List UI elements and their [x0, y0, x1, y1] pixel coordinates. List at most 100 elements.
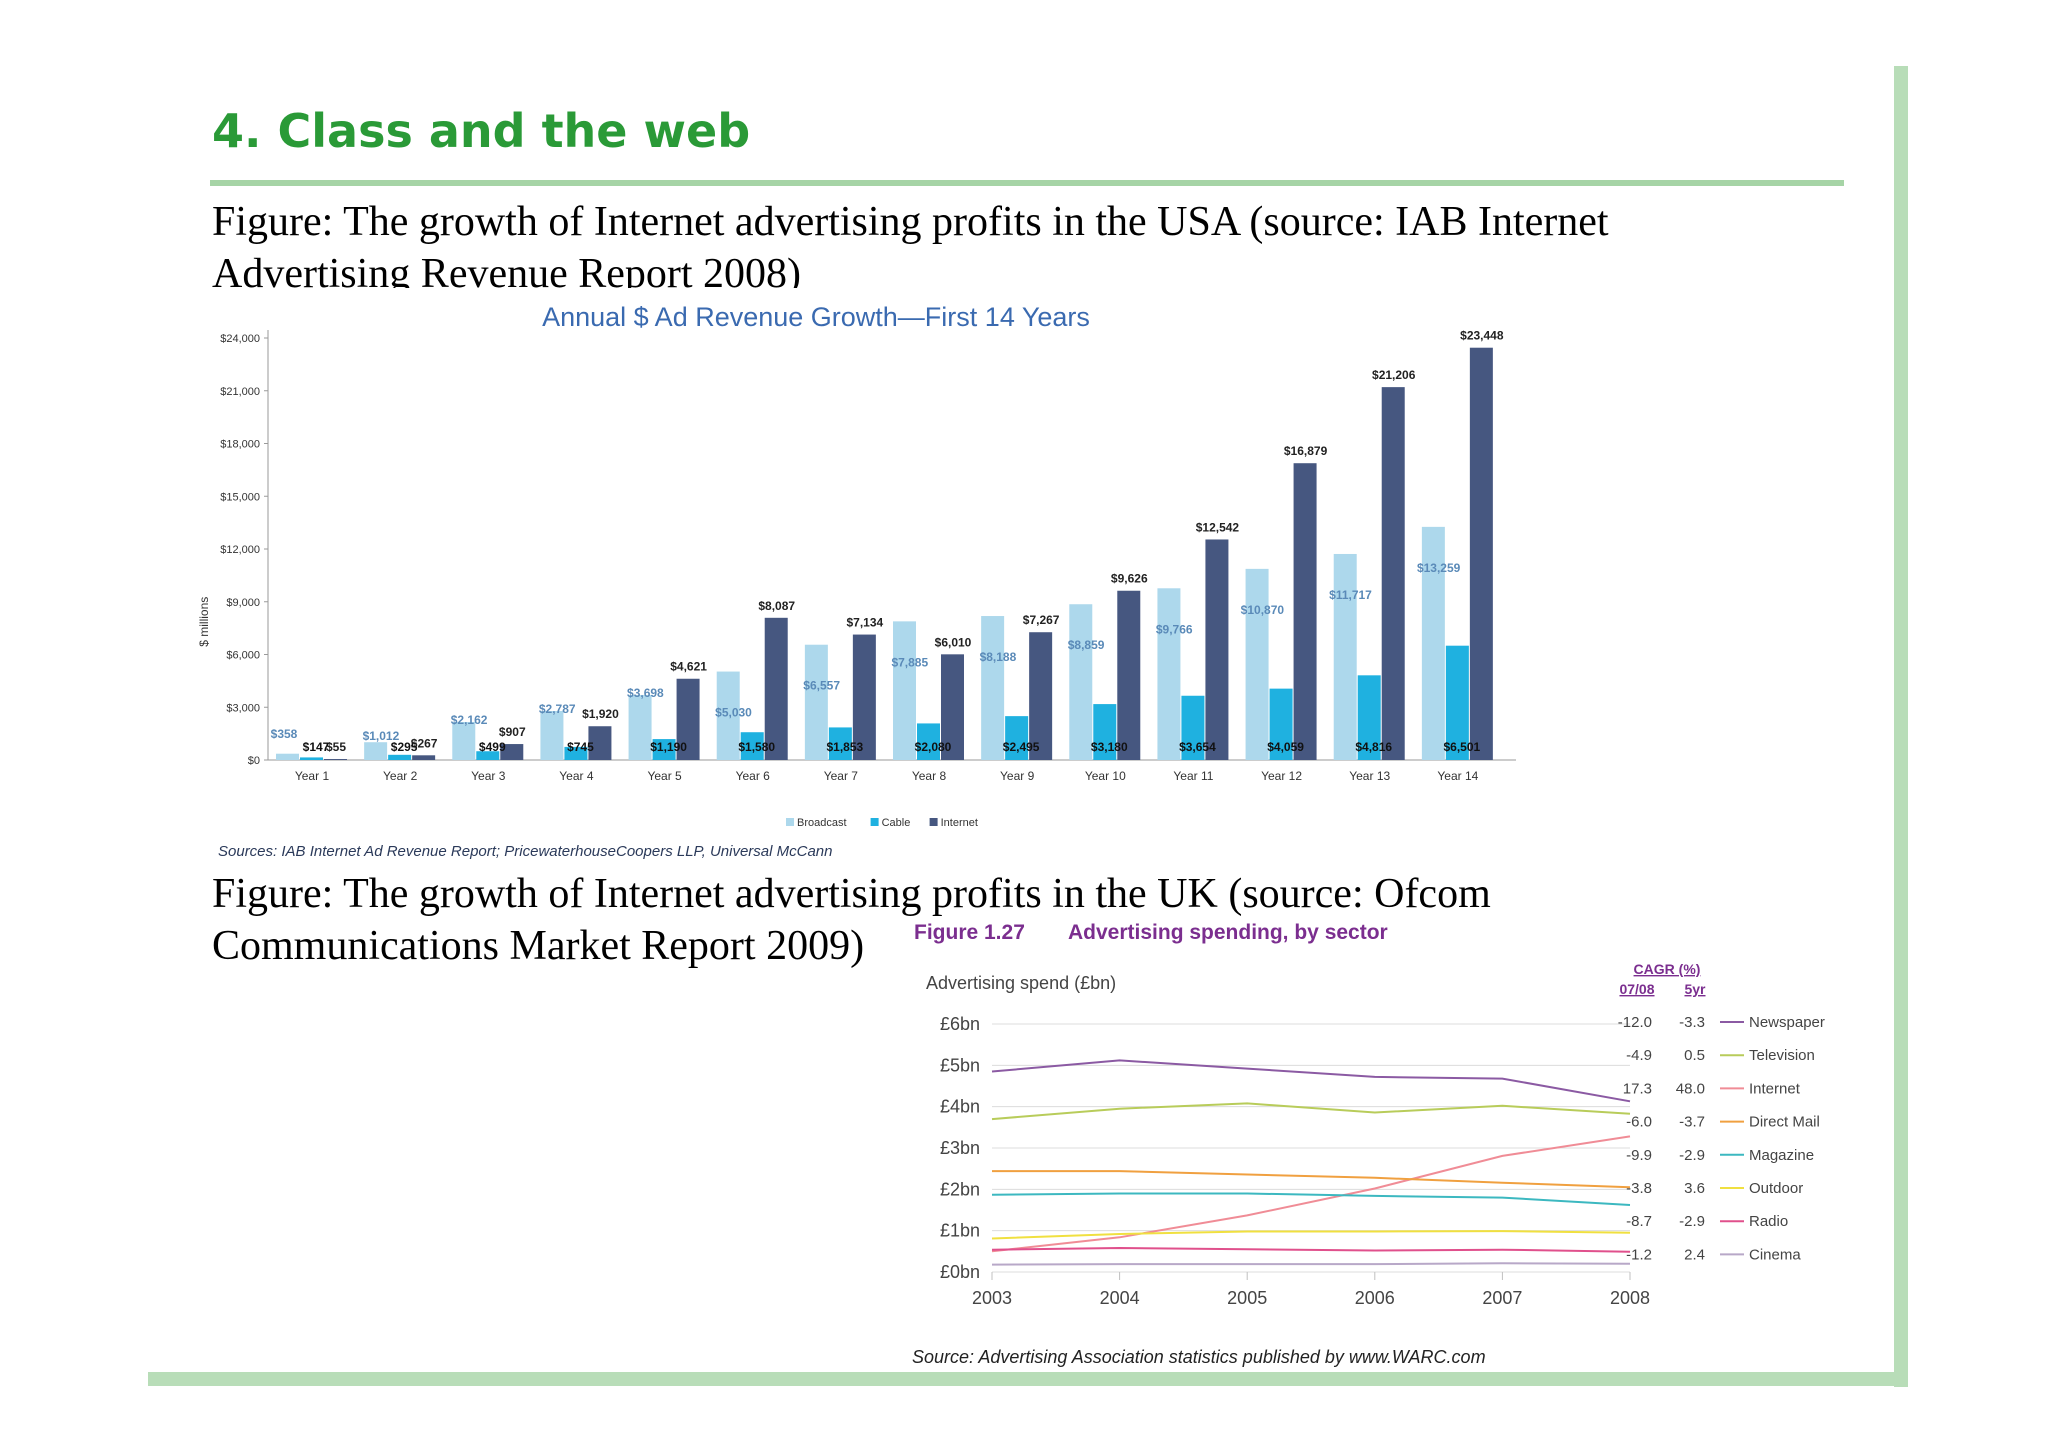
bar-internet — [1469, 347, 1493, 760]
bar-broadcast — [893, 621, 916, 760]
bar-cable — [1269, 688, 1293, 760]
uk-y-tick-label: £2bn — [940, 1179, 980, 1199]
bar-cable — [564, 746, 588, 760]
data-label-internet: $7,267 — [1023, 613, 1060, 627]
bar-internet — [1029, 632, 1053, 760]
data-label-internet: $9,626 — [1111, 572, 1148, 586]
cagr-col-0708: 07/08 — [1619, 981, 1654, 997]
data-label-cable: $1,190 — [650, 740, 687, 754]
bar-cable — [740, 732, 764, 760]
data-label-broadcast: $358 — [271, 727, 298, 741]
x-tick-label: Year 5 — [647, 769, 682, 783]
uk-y-tick-label: £1bn — [940, 1221, 980, 1241]
uk-y-tick-label: £0bn — [940, 1262, 980, 1282]
x-tick-label: Year 1 — [295, 769, 330, 783]
slide-title: 4. Class and the web — [212, 104, 751, 158]
data-label-broadcast: $2,162 — [451, 713, 488, 727]
uk-x-tick-label: 2005 — [1227, 1288, 1267, 1308]
y-tick-label: $3,000 — [226, 702, 260, 714]
bar-broadcast — [716, 671, 740, 760]
data-label-cable: $147 — [303, 740, 330, 754]
bar-broadcast — [628, 694, 652, 760]
data-label-broadcast: $13,259 — [1417, 561, 1461, 575]
bar-broadcast — [981, 616, 1005, 760]
uk-chart-title: Advertising spending, by sector — [1068, 921, 1388, 944]
data-label-cable: $6,501 — [1444, 740, 1481, 754]
bar-internet — [500, 744, 524, 760]
data-label-cable: $745 — [567, 740, 594, 754]
uk-y-axis-label: Advertising spend (£bn) — [926, 973, 1116, 993]
uk-y-tick-label: £3bn — [940, 1138, 980, 1158]
bar-internet — [764, 617, 788, 760]
cagr-value-5yr: 2.4 — [1684, 1246, 1705, 1263]
us-chart-svg: Annual $ Ad Revenue Growth—First 14 Year… — [197, 302, 1516, 860]
y-tick-label: $18,000 — [220, 439, 260, 451]
cagr-value-0708: -1.2 — [1626, 1246, 1652, 1263]
data-label-internet: $7,134 — [847, 616, 884, 630]
data-label-cable: $4,059 — [1267, 740, 1304, 754]
x-tick-label: Year 2 — [383, 769, 418, 783]
bar-broadcast — [1069, 604, 1093, 760]
bar-internet — [1293, 463, 1317, 760]
uk-x-tick-label: 2006 — [1355, 1288, 1395, 1308]
data-label-cable: $2,495 — [1003, 740, 1040, 754]
uk-y-tick-label: £4bn — [940, 1097, 980, 1117]
legend-label: Cable — [882, 817, 911, 829]
cagr-value-5yr: 3.6 — [1684, 1180, 1705, 1197]
bar-internet — [1205, 539, 1229, 760]
bar-cable — [476, 751, 500, 760]
line-radio — [991, 1246, 1631, 1253]
data-label-broadcast: $11,717 — [1329, 588, 1372, 602]
uk-figure-caption: Figure: The growth of Internet advertisi… — [212, 871, 1491, 969]
bar-broadcast — [1333, 553, 1357, 760]
bar-internet — [852, 634, 876, 760]
x-tick-label: Year 7 — [824, 769, 859, 783]
cagr-header: CAGR (%) — [1634, 961, 1701, 977]
x-tick-label: Year 12 — [1261, 769, 1302, 783]
bar-broadcast — [1421, 526, 1445, 760]
legend-label: Magazine — [1749, 1147, 1814, 1164]
bar-cable — [1093, 704, 1117, 760]
data-label-internet: $12,542 — [1196, 520, 1240, 534]
x-tick-label: Year 10 — [1085, 769, 1126, 783]
data-label-broadcast: $7,885 — [891, 655, 928, 669]
cagr-value-0708: 17.3 — [1623, 1080, 1652, 1097]
data-label-broadcast: $8,859 — [1068, 638, 1105, 652]
legend-swatch — [929, 818, 938, 826]
data-label-cable: $1,853 — [827, 740, 864, 754]
data-label-internet: $21,206 — [1372, 368, 1416, 382]
legend-label: Internet — [941, 817, 978, 829]
uk-x-tick-label: 2008 — [1610, 1288, 1650, 1308]
x-tick-label: Year 4 — [559, 769, 594, 783]
cagr-value-5yr: -2.9 — [1679, 1147, 1705, 1164]
data-label-broadcast: $3,698 — [627, 686, 664, 700]
bar-broadcast — [452, 721, 476, 760]
chart-source: Sources: IAB Internet Ad Revenue Report;… — [218, 843, 833, 860]
legend-swatch — [870, 818, 879, 826]
bar-internet — [1117, 590, 1141, 760]
right-decor-bar — [1894, 66, 1908, 1387]
bar-cable — [1357, 675, 1381, 760]
x-tick-label: Year 6 — [736, 769, 771, 783]
cagr-value-0708: -8.7 — [1626, 1213, 1652, 1230]
bar-internet — [412, 755, 436, 760]
cagr-value-5yr: 48.0 — [1676, 1080, 1705, 1097]
bar-internet — [941, 654, 964, 760]
bar-broadcast — [1157, 588, 1181, 760]
data-label-internet: $907 — [499, 725, 526, 739]
cagr-value-0708: -12.0 — [1618, 1014, 1652, 1031]
chart-title: Annual $ Ad Revenue Growth—First 14 Year… — [542, 302, 1090, 332]
bar-broadcast — [364, 742, 388, 760]
x-tick-label: Year 13 — [1349, 769, 1390, 783]
y-tick-label: $6,000 — [226, 650, 260, 662]
data-label-cable: $499 — [479, 740, 506, 754]
bar-cable — [388, 754, 412, 760]
data-label-internet: $4,621 — [670, 660, 707, 674]
bar-broadcast — [804, 644, 828, 760]
bar-broadcast — [1245, 568, 1269, 760]
data-label-internet: $267 — [411, 736, 438, 750]
legend-label: Broadcast — [797, 817, 847, 829]
uk-chart-svg: Figure 1.27 Advertising spending, by sect… — [912, 921, 1825, 1367]
line-internet — [991, 1135, 1631, 1253]
data-label-broadcast: $10,870 — [1241, 603, 1285, 617]
